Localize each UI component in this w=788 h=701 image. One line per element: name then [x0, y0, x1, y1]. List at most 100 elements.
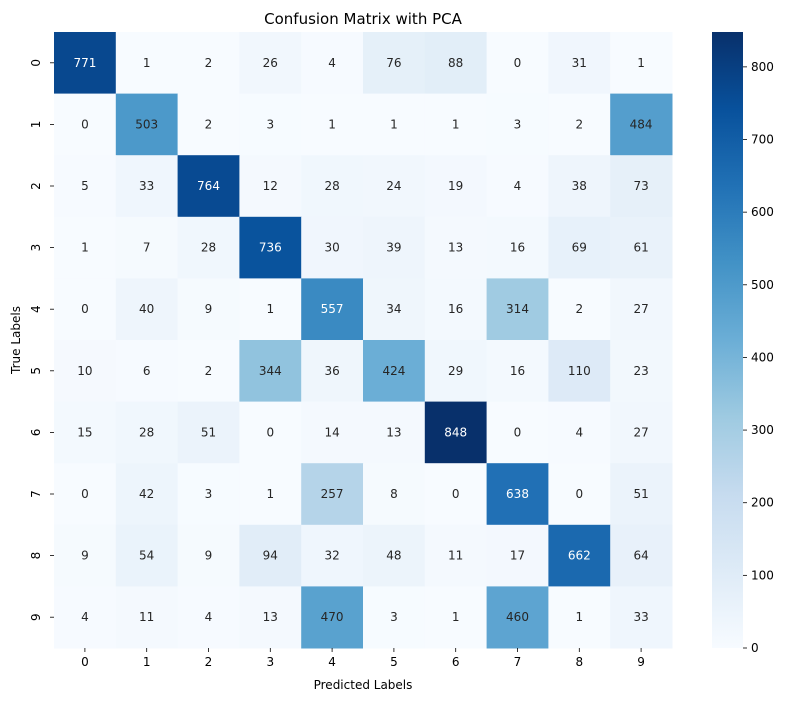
cell-value-label: 11 — [139, 610, 154, 624]
cell-value-label: 638 — [506, 487, 529, 501]
x-tick-label: 9 — [637, 655, 645, 669]
y-tick-label: 9 — [29, 613, 43, 621]
cell-value-label: 16 — [510, 364, 525, 378]
cell-value-label: 1 — [637, 56, 645, 70]
heatmap-cell — [363, 340, 426, 403]
heatmap-cell — [115, 586, 179, 649]
heatmap-cell — [177, 340, 240, 403]
heatmap-cell — [610, 278, 673, 341]
cell-value-label: 736 — [259, 241, 282, 255]
heatmap-cell — [610, 93, 673, 156]
heatmap-cell — [239, 93, 302, 156]
cell-value-label: 1 — [452, 117, 460, 131]
cell-value-label: 460 — [506, 610, 529, 624]
heatmap-cell — [363, 216, 426, 279]
chart-title: Confusion Matrix with PCA — [264, 10, 462, 28]
heatmap-cell — [610, 155, 673, 218]
cell-value-label: 11 — [448, 549, 463, 563]
heatmap-cell — [424, 340, 488, 403]
heatmap-cell — [301, 216, 364, 279]
heatmap-cell — [363, 401, 426, 464]
heatmap-cell — [301, 278, 364, 341]
y-tick-label: 2 — [29, 182, 43, 190]
heatmap-cell — [424, 155, 488, 218]
cell-value-label: 424 — [382, 364, 405, 378]
cell-value-label: 88 — [448, 56, 463, 70]
cell-value-label: 19 — [448, 179, 463, 193]
heatmap-cell — [54, 278, 117, 341]
heatmap-cell — [548, 32, 611, 95]
colorbar-tick-label: 100 — [751, 568, 774, 582]
colorbar-tick-label: 500 — [751, 278, 774, 292]
x-tick-label: 2 — [205, 655, 213, 669]
heatmap-cell — [177, 278, 240, 341]
cell-value-label: 3 — [514, 117, 522, 131]
cell-value-label: 33 — [139, 179, 154, 193]
heatmap-cell — [424, 93, 488, 156]
heatmap-cell — [115, 524, 179, 587]
colorbar-tick-label: 700 — [751, 133, 774, 147]
heatmap-cell — [54, 524, 117, 587]
cell-value-label: 10 — [77, 364, 92, 378]
cell-value-label: 40 — [139, 302, 154, 316]
y-tick-label: 6 — [29, 429, 43, 437]
cell-value-label: 7 — [143, 241, 151, 255]
cell-value-label: 34 — [386, 302, 401, 316]
cell-value-label: 94 — [263, 549, 278, 563]
heatmap-cell — [424, 401, 488, 464]
cell-value-label: 0 — [514, 56, 522, 70]
cell-value-label: 0 — [514, 425, 522, 439]
cell-value-label: 1 — [143, 56, 151, 70]
cell-value-label: 1 — [452, 610, 460, 624]
cell-value-label: 13 — [386, 425, 401, 439]
y-tick-label: 5 — [29, 367, 43, 375]
cell-value-label: 26 — [263, 56, 278, 70]
cell-value-label: 16 — [510, 241, 525, 255]
colorbar-tick-label: 800 — [751, 60, 774, 74]
heatmap-cell — [177, 463, 240, 526]
heatmap-cell — [54, 155, 117, 218]
y-tick-label: 4 — [29, 305, 43, 313]
x-tick-label: 4 — [328, 655, 336, 669]
cell-value-label: 38 — [572, 179, 587, 193]
heatmap-cell — [610, 463, 673, 526]
cell-value-label: 2 — [205, 117, 213, 131]
heatmap-cell — [239, 216, 302, 279]
heatmap-cell — [239, 278, 302, 341]
colorbar-tick-label: 400 — [751, 350, 774, 364]
cell-value-label: 64 — [633, 549, 648, 563]
colorbar-tick-label: 600 — [751, 205, 774, 219]
y-tick-label: 7 — [29, 490, 43, 498]
cell-value-label: 848 — [444, 425, 467, 439]
cell-value-label: 344 — [259, 364, 282, 378]
cell-value-label: 2 — [205, 56, 213, 70]
cell-value-label: 73 — [633, 179, 648, 193]
heatmap-cell — [486, 401, 549, 464]
heatmap-cell — [548, 340, 611, 403]
heatmap-cell — [424, 463, 488, 526]
heatmap-cell — [177, 524, 240, 587]
cell-value-label: 0 — [266, 425, 274, 439]
heatmap-cell — [177, 155, 240, 218]
heatmap-cell — [363, 93, 426, 156]
cell-value-label: 54 — [139, 549, 154, 563]
cell-value-label: 51 — [633, 487, 648, 501]
cell-value-label: 28 — [201, 241, 216, 255]
y-tick-label: 0 — [29, 59, 43, 67]
cell-value-label: 32 — [324, 549, 339, 563]
heatmap-cell — [363, 278, 426, 341]
cell-value-label: 13 — [263, 610, 278, 624]
heatmap-cell — [610, 216, 673, 279]
heatmap-cell — [301, 586, 364, 649]
cell-value-label: 14 — [324, 425, 339, 439]
colorbar-tick-label: 300 — [751, 423, 774, 437]
colorbar — [712, 32, 743, 648]
cell-value-label: 3 — [390, 610, 398, 624]
heatmap-cell — [115, 93, 179, 156]
y-axis-label: True Labels — [9, 306, 23, 375]
heatmap-cell — [424, 216, 488, 279]
cell-value-label: 5 — [81, 179, 89, 193]
x-tick-label: 5 — [390, 655, 398, 669]
cell-value-label: 0 — [81, 302, 89, 316]
